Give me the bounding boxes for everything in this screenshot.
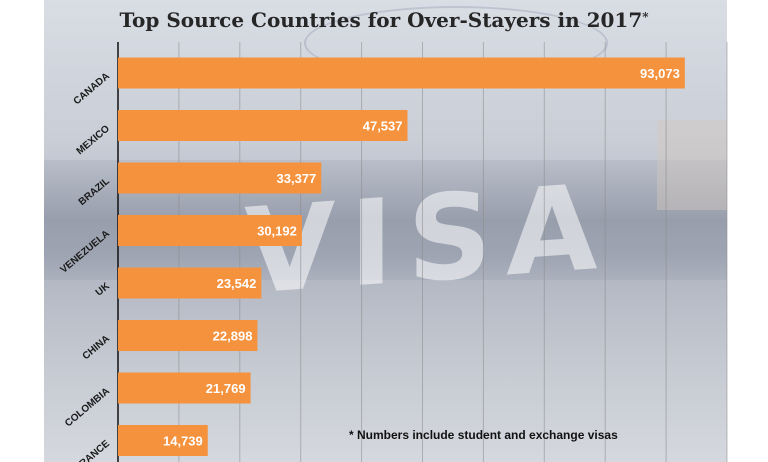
category-label: CHINA: [81, 333, 112, 362]
category-label: UK: [94, 280, 113, 298]
value-label: 14,739: [163, 434, 203, 449]
value-label: 30,192: [257, 224, 297, 239]
value-label: 22,898: [213, 329, 253, 344]
value-label: 23,542: [217, 276, 257, 291]
bar-france: [118, 425, 208, 456]
value-label: 93,073: [640, 66, 680, 81]
value-label: 47,537: [363, 119, 403, 134]
chart-title: Top Source Countries for Over-Stayers in…: [0, 8, 768, 32]
passport-page-corner: [657, 120, 727, 210]
chart-title-text: Top Source Countries for Over-Stayers in…: [119, 8, 643, 32]
category-label: MEXICO: [75, 123, 112, 157]
category-label: CANADA: [72, 71, 112, 107]
chart-title-marker: *: [642, 10, 649, 24]
footnote: * Numbers include student and exchange v…: [349, 428, 618, 442]
value-label: 33,377: [277, 171, 317, 186]
category-label: BRAZIL: [77, 176, 112, 208]
category-labels: CANADA MEXICO BRAZIL VENEZUELA UK CHINA COLOMB…: [58, 71, 112, 462]
category-label: FRANCE: [73, 438, 112, 462]
bar-china: [118, 320, 258, 351]
bar-canada: [118, 57, 685, 89]
bar-uk: [118, 267, 262, 299]
category-label: COLOMBIA: [63, 386, 112, 429]
value-label: 21,769: [206, 381, 246, 396]
category-label: VENEZUELA: [58, 228, 111, 275]
bar-colombia: [118, 372, 251, 404]
bars: 93,073 47,537 33,377 30,192 23,542 22,898 21,7…: [118, 57, 685, 456]
gridlines: [178, 42, 728, 462]
bar-brazil: [118, 162, 322, 194]
bar-mexico: [118, 110, 408, 141]
bar-venezuela: [118, 215, 302, 246]
